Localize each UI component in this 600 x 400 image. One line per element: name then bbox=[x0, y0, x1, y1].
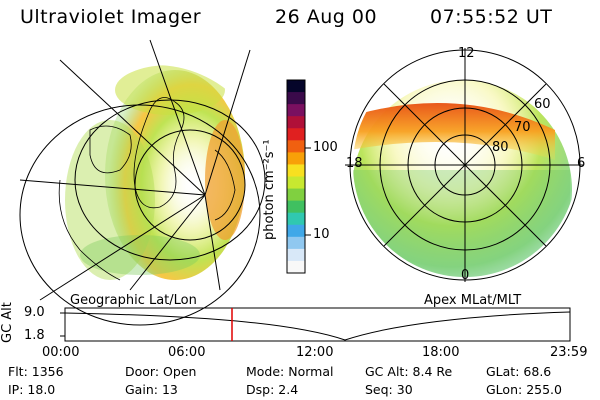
colorbar-cell bbox=[287, 188, 305, 202]
colorbar-cell bbox=[287, 80, 305, 93]
info-ip: IP: 18.0 bbox=[8, 382, 56, 397]
colorbar-cell bbox=[287, 152, 305, 165]
alt-xtick-1800: 18:00 bbox=[422, 345, 460, 360]
info-flt: Flt: 1356 bbox=[8, 364, 64, 379]
colorbar-cell bbox=[287, 248, 305, 262]
colorbar-cell bbox=[287, 236, 305, 250]
mlt-label-6: 6 bbox=[577, 156, 586, 171]
geographic-caption: Geographic Lat/Lon bbox=[70, 293, 197, 308]
date-readout: 26 Aug 00 bbox=[275, 6, 378, 28]
alt-xtick-2359: 23:59 bbox=[550, 345, 588, 360]
colorbar-cell bbox=[287, 224, 305, 238]
colorbar-cell bbox=[287, 260, 305, 274]
colorbar-cell bbox=[287, 92, 305, 105]
mlt-label-12: 12 bbox=[458, 46, 475, 61]
time-readout: 07:55:52 UT bbox=[430, 6, 553, 28]
colorbar-tick-10: 10 bbox=[313, 227, 330, 242]
mlat-label-80: 80 bbox=[492, 140, 509, 155]
colorbar-cell bbox=[287, 200, 305, 214]
info-dsp: Dsp: 2.4 bbox=[246, 382, 299, 397]
alt-xtick-0000: 00:00 bbox=[42, 345, 80, 360]
colorbar-cell bbox=[287, 212, 305, 226]
colorbar bbox=[287, 80, 305, 274]
alt-ytick-9: 9.0 bbox=[24, 305, 45, 320]
info-mode: Mode: Normal bbox=[246, 364, 334, 379]
alt-ylabel: GC Alt bbox=[0, 302, 15, 343]
colorbar-cell bbox=[287, 104, 305, 117]
alt-ytick-1-8: 1.8 bbox=[24, 328, 45, 343]
colorbar-label: photon cm⁻²s⁻¹ bbox=[262, 139, 277, 240]
mlat-label-60: 60 bbox=[534, 97, 551, 112]
info-glat: GLat: 68.6 bbox=[486, 364, 552, 379]
info-seq: Seq: 30 bbox=[365, 382, 413, 397]
mlt-label-18: 18 bbox=[346, 156, 363, 171]
alt-xtick-1200: 12:00 bbox=[296, 345, 334, 360]
colorbar-cell bbox=[287, 164, 305, 177]
apex-caption: Apex MLat/MLT bbox=[424, 293, 522, 308]
colorbar-cell bbox=[287, 176, 305, 190]
info-gc-alt: GC Alt: 8.4 Re bbox=[365, 364, 453, 379]
colorbar-cell bbox=[287, 140, 305, 153]
colorbar-cell bbox=[287, 128, 305, 141]
info-glon: GLon: 255.0 bbox=[486, 382, 562, 397]
info-gain: Gain: 13 bbox=[125, 382, 178, 397]
colorbar-tick-100: 100 bbox=[313, 140, 338, 155]
app-title: Ultraviolet Imager bbox=[20, 6, 202, 28]
mlt-label-0: 0 bbox=[461, 268, 470, 283]
info-door: Door: Open bbox=[125, 364, 197, 379]
colorbar-cell bbox=[287, 116, 305, 129]
alt-xtick-0600: 06:00 bbox=[168, 345, 206, 360]
mlat-label-70: 70 bbox=[514, 120, 531, 135]
